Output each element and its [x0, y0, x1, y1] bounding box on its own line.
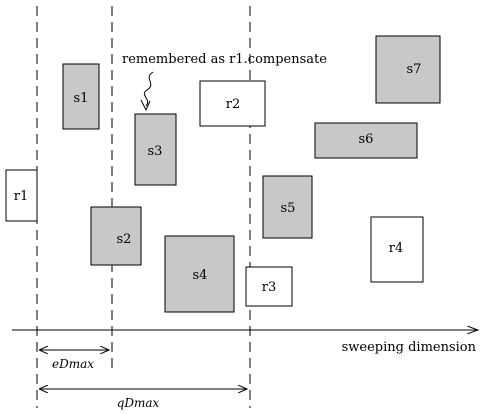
rect-s3: s3 [134, 113, 177, 186]
rect-s7: s7 [375, 35, 441, 104]
rect-r1-label: r1 [14, 189, 29, 204]
rect-s6: s6 [314, 122, 418, 159]
rect-s5: s5 [262, 175, 313, 239]
rect-s3-label: s3 [148, 144, 163, 159]
rect-r2: r2 [199, 80, 266, 127]
rect-s2-label: s2 [117, 232, 132, 247]
edmax-label: eDmax [52, 357, 94, 371]
rect-r3: r3 [245, 266, 293, 307]
rect-s2: s2 [90, 206, 142, 266]
rect-s4-label: s4 [193, 268, 208, 283]
rect-r4-label: r4 [389, 241, 404, 256]
rect-r3-label: r3 [262, 280, 277, 295]
rect-s1: s1 [62, 63, 100, 130]
sweep-axis-label: sweeping dimension [342, 340, 477, 355]
rect-r2-label: r2 [226, 97, 241, 112]
rect-s1-label: s1 [74, 91, 89, 106]
annotation-squiggle [143, 71, 154, 107]
qdmax-label: qDmax [117, 396, 160, 410]
rect-r4: r4 [370, 216, 424, 283]
rect-s6-label: s6 [359, 132, 374, 147]
annotation-arrowhead [140, 99, 151, 112]
rect-s7-label: s7 [407, 62, 422, 77]
rect-s5-label: s5 [281, 201, 296, 216]
rect-s4: s4 [164, 235, 235, 313]
annotation-text: remembered as r1.compensate [122, 52, 327, 67]
rect-r1: r1 [5, 169, 38, 222]
